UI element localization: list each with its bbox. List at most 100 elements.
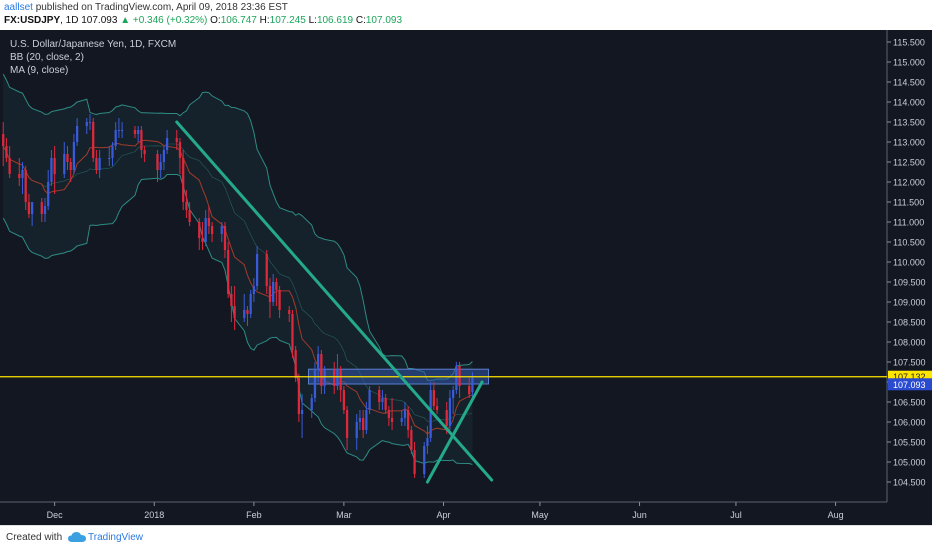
candle-body — [445, 410, 448, 426]
y-tick-label: 115.500 — [893, 38, 925, 48]
candle-body — [120, 130, 124, 131]
y-tick-label: 109.000 — [893, 298, 926, 308]
candle-body — [455, 366, 458, 390]
candle — [275, 278, 278, 306]
candle-body — [336, 370, 339, 386]
candle-body — [432, 390, 435, 406]
y-tick-label: 115.000 — [893, 58, 925, 68]
candle — [265, 250, 268, 294]
candle-body — [27, 202, 31, 214]
candle — [69, 158, 72, 182]
candle — [85, 118, 88, 134]
candle — [403, 402, 407, 426]
x-tick-label: Jul — [730, 510, 742, 520]
x-tick-label: 2018 — [144, 510, 164, 520]
candle-body — [246, 310, 249, 314]
candle — [435, 398, 439, 414]
candle-body — [233, 306, 236, 318]
candle — [317, 346, 320, 382]
close-label: C: — [355, 15, 366, 26]
candle — [291, 310, 294, 358]
legend-bb[interactable]: BB (20, close, 2) — [10, 52, 84, 63]
candle-body — [111, 146, 114, 158]
candle — [423, 442, 426, 478]
candle — [111, 142, 114, 166]
interval-label: , 1D — [60, 15, 79, 26]
y-tick-label: 111.000 — [893, 218, 924, 228]
y-tick-label: 112.000 — [893, 178, 925, 188]
candle — [143, 146, 146, 162]
candle-body — [162, 150, 166, 162]
x-tick-label: May — [531, 510, 549, 520]
candle-body — [72, 142, 76, 170]
y-tick-label: 113.000 — [893, 138, 925, 148]
candle-body — [175, 138, 178, 142]
candle-body — [43, 206, 47, 214]
candle — [288, 306, 291, 322]
candle — [201, 222, 204, 250]
legend-ma[interactable]: MA (9, close) — [10, 65, 69, 76]
candle — [249, 290, 252, 318]
candle — [43, 198, 47, 222]
candle — [175, 130, 178, 150]
candle-body — [108, 158, 111, 159]
candle-body — [390, 418, 394, 422]
candle — [458, 362, 461, 398]
candle-body — [201, 238, 204, 242]
candle — [207, 206, 211, 234]
publish-text: published on TradingView.com, April 09, … — [35, 2, 288, 13]
candle-body — [272, 282, 275, 302]
candle — [268, 278, 272, 318]
candle — [320, 350, 323, 394]
candle — [278, 286, 281, 318]
candle-body — [207, 218, 211, 226]
created-with-text: Created with — [6, 532, 63, 543]
candle — [345, 406, 349, 450]
candle — [72, 134, 76, 174]
chart-legend: U.S. Dollar/Japanese Yen, 1D, FXCM BB (2… — [10, 38, 176, 77]
candle — [159, 154, 162, 178]
candle-body — [452, 390, 455, 398]
candle-body — [300, 410, 304, 414]
candle-body — [313, 370, 317, 398]
candle-body — [188, 210, 191, 222]
candle-body — [69, 162, 72, 170]
candle-body — [40, 202, 43, 214]
candle-body — [159, 162, 162, 170]
y-tick-label: 110.000 — [893, 258, 925, 268]
low-label: L: — [308, 15, 317, 26]
candle-body — [333, 370, 336, 386]
author-link[interactable]: aallset — [4, 2, 33, 13]
candle — [66, 146, 69, 170]
candle-body — [178, 142, 182, 158]
candle — [227, 242, 230, 298]
y-tick-label: 112.500 — [893, 158, 925, 168]
tradingview-cloud-icon — [68, 532, 86, 542]
candle-body — [210, 226, 214, 234]
last-price: 107.093 — [81, 15, 118, 26]
high-value: 107.245 — [269, 15, 306, 26]
candle-body — [227, 250, 230, 294]
price-chart[interactable]: 115.500 115.000 114.500 114.000 113.500 113.0… — [0, 30, 932, 525]
candle-body — [182, 158, 185, 202]
candle — [92, 118, 95, 162]
candle — [233, 286, 236, 330]
candle-body — [21, 170, 24, 178]
candle — [297, 374, 301, 422]
candle — [365, 402, 368, 434]
candle — [204, 210, 207, 246]
candle — [381, 390, 384, 410]
candle-body — [8, 158, 11, 174]
candle — [448, 390, 452, 430]
tradingview-link[interactable]: TradingView — [88, 532, 144, 543]
candle — [246, 306, 249, 326]
candle-body — [133, 130, 137, 134]
candle — [358, 410, 362, 430]
candle — [137, 126, 140, 142]
high-label: H: — [259, 15, 270, 26]
candle-body — [468, 386, 471, 394]
candle-body — [339, 370, 342, 390]
chart-area[interactable]: 115.500 115.000 114.500 114.000 113.500 113.0… — [0, 30, 932, 525]
candle — [455, 362, 458, 394]
candle-body — [426, 438, 429, 446]
